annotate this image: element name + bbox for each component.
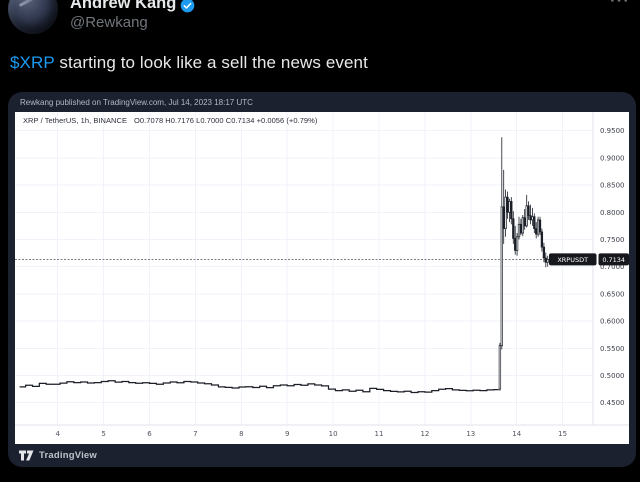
svg-text:0.8500: 0.8500 xyxy=(600,182,625,190)
attribution-text: Rewkang published on TradingView.com, Ju… xyxy=(20,98,253,107)
svg-text:0.4500: 0.4500 xyxy=(600,399,625,407)
display-name[interactable]: Andrew Kang xyxy=(70,0,177,12)
svg-text:7: 7 xyxy=(193,430,197,438)
svg-text:4: 4 xyxy=(55,430,60,438)
svg-text:XRPUSDT: XRPUSDT xyxy=(557,256,588,264)
last-price-label: XRPUSDT 0.7134 xyxy=(549,253,629,266)
tradingview-brand: TradingView xyxy=(39,450,97,461)
svg-text:0.9500: 0.9500 xyxy=(600,127,625,135)
svg-text:10: 10 xyxy=(329,430,338,438)
tradingview-logo-icon xyxy=(19,450,34,461)
cashtag-link[interactable]: $XRP xyxy=(10,53,55,72)
avatar[interactable] xyxy=(8,0,58,34)
more-options-icon[interactable]: ··· xyxy=(610,0,630,10)
legend-ohlc: O0.7078 H0.7176 L0.7000 C0.7134 +0.0056 … xyxy=(134,116,318,125)
svg-text:0.9000: 0.9000 xyxy=(600,154,625,162)
svg-text:0.7134: 0.7134 xyxy=(602,256,625,264)
svg-text:0.8000: 0.8000 xyxy=(600,209,625,217)
chart-image-card[interactable]: Rewkang published on TradingView.com, Ju… xyxy=(8,92,636,467)
user-handle[interactable]: @Rewkang xyxy=(70,14,148,31)
svg-text:12: 12 xyxy=(420,430,429,438)
card-footer: TradingView xyxy=(8,444,636,467)
baseline-series xyxy=(19,380,499,394)
svg-text:14: 14 xyxy=(512,430,521,438)
svg-text:6: 6 xyxy=(147,430,152,438)
svg-text:13: 13 xyxy=(466,430,475,438)
grid-lines xyxy=(15,112,629,426)
svg-text:0.7500: 0.7500 xyxy=(600,236,625,244)
tweet-body-text: starting to look like a sell the news ev… xyxy=(54,53,368,72)
tweet-text: $XRP starting to look like a sell the ne… xyxy=(10,53,368,73)
legend-symbol: XRP / TetherUS, 1h, BINANCE xyxy=(23,116,128,125)
svg-text:0.5000: 0.5000 xyxy=(600,372,625,380)
chart-legend: XRP / TetherUS, 1h, BINANCE O0.7078 H0.71… xyxy=(23,116,317,125)
axis-labels: 0.9500 0.9000 0.8500 0.8000 0.7500 0.7000 0.65… xyxy=(55,127,624,438)
verified-badge-icon xyxy=(181,0,195,12)
svg-text:0.6000: 0.6000 xyxy=(600,318,625,326)
svg-text:15: 15 xyxy=(558,430,567,438)
svg-text:8: 8 xyxy=(239,430,243,438)
price-chart: 0.9500 0.9000 0.8500 0.8000 0.7500 0.7000 0.65… xyxy=(15,112,629,438)
svg-text:11: 11 xyxy=(375,430,384,438)
author-row: Andrew Kang xyxy=(70,0,195,13)
svg-text:0.7000: 0.7000 xyxy=(600,263,625,271)
chart-panel: XRP / TetherUS, 1h, BINANCE O0.7078 H0.71… xyxy=(15,112,629,444)
svg-text:0.5500: 0.5500 xyxy=(600,345,625,353)
svg-text:0.6500: 0.6500 xyxy=(600,290,625,298)
svg-text:5: 5 xyxy=(101,430,105,438)
svg-text:9: 9 xyxy=(285,430,289,438)
candles-series xyxy=(498,137,549,391)
